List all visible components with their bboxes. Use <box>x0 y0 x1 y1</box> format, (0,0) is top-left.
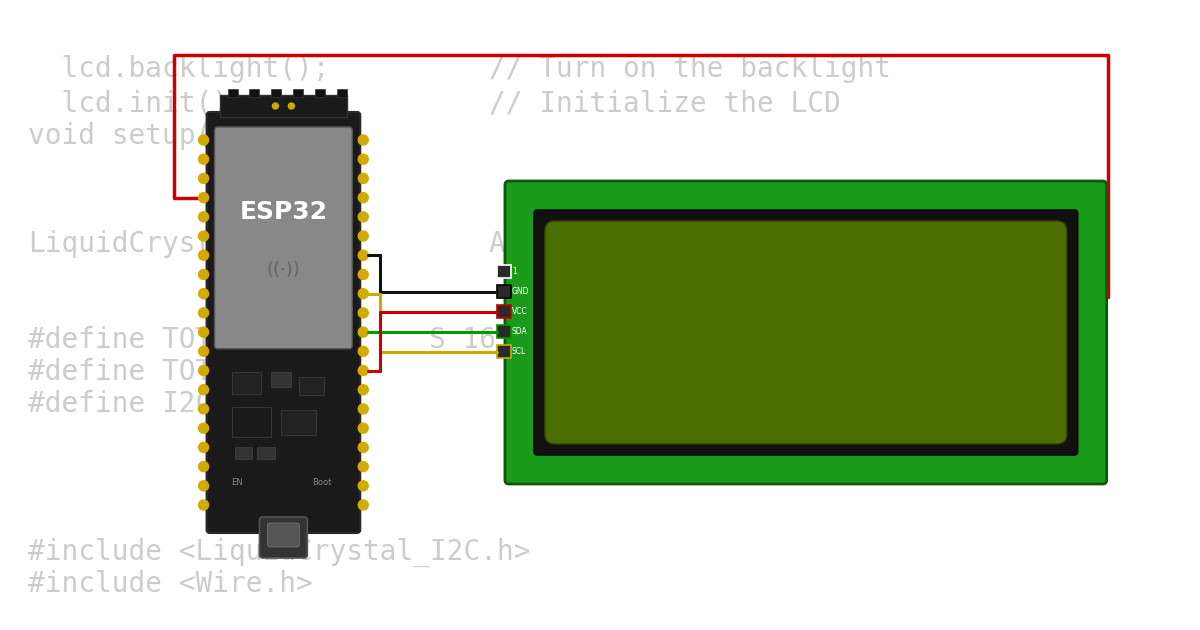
Text: EN: EN <box>232 478 244 487</box>
Circle shape <box>359 308 368 318</box>
FancyBboxPatch shape <box>534 210 1078 455</box>
Circle shape <box>198 462 209 472</box>
Bar <box>497 305 511 318</box>
Circle shape <box>359 173 368 183</box>
Text: // Turn on the backlight: // Turn on the backlight <box>488 55 890 83</box>
Circle shape <box>198 308 209 318</box>
Text: LiquidCrystal_I2: LiquidCrystal_I2 <box>28 230 296 259</box>
Circle shape <box>198 135 209 145</box>
Bar <box>232 372 262 394</box>
Text: // Initialize the LCD: // Initialize the LCD <box>488 90 841 118</box>
Text: lcd.backlight();: lcd.backlight(); <box>28 55 330 83</box>
FancyBboxPatch shape <box>505 181 1106 484</box>
Bar <box>250 89 259 97</box>
Text: S 16: S 16 <box>430 326 496 354</box>
Text: ADDR, TOTAL_COLUMNS, TOTAL_ROWS);: ADDR, TOTAL_COLUMNS, TOTAL_ROWS); <box>488 230 1042 259</box>
Circle shape <box>359 270 368 280</box>
Text: #define TOTAL_: #define TOTAL_ <box>28 326 263 355</box>
Bar <box>271 89 282 97</box>
Circle shape <box>198 212 209 222</box>
Circle shape <box>359 500 368 510</box>
Text: SDA: SDA <box>512 328 528 336</box>
Bar <box>271 372 292 387</box>
Circle shape <box>288 103 294 109</box>
Circle shape <box>198 173 209 183</box>
Circle shape <box>359 481 368 491</box>
Bar <box>234 447 252 459</box>
Bar <box>282 410 317 435</box>
FancyBboxPatch shape <box>259 517 307 558</box>
Text: GND: GND <box>512 287 529 297</box>
FancyBboxPatch shape <box>215 127 353 349</box>
Circle shape <box>359 423 368 433</box>
Bar <box>220 95 347 117</box>
Circle shape <box>198 442 209 452</box>
Text: 1: 1 <box>512 268 517 277</box>
Text: #include <Wire.h>: #include <Wire.h> <box>28 570 313 598</box>
Circle shape <box>359 135 368 145</box>
Text: ((·)): ((·)) <box>266 261 300 279</box>
Bar <box>316 89 325 97</box>
Circle shape <box>198 289 209 299</box>
Circle shape <box>198 481 209 491</box>
Circle shape <box>198 365 209 375</box>
Circle shape <box>198 154 209 164</box>
Circle shape <box>198 385 209 395</box>
Circle shape <box>359 346 368 357</box>
Circle shape <box>272 103 278 109</box>
Text: SCL: SCL <box>512 348 526 357</box>
Circle shape <box>359 442 368 452</box>
Text: VCC: VCC <box>512 307 528 316</box>
Circle shape <box>359 327 368 337</box>
Circle shape <box>198 231 209 241</box>
Bar <box>337 89 347 97</box>
Bar <box>497 345 511 358</box>
Circle shape <box>359 231 368 241</box>
Text: ESP32: ESP32 <box>240 200 328 224</box>
FancyBboxPatch shape <box>268 523 299 547</box>
Bar <box>497 265 511 278</box>
Bar <box>497 285 511 298</box>
Circle shape <box>198 250 209 260</box>
Circle shape <box>198 327 209 337</box>
Circle shape <box>359 404 368 414</box>
Text: #define I2C_AD: #define I2C_AD <box>28 390 263 419</box>
Circle shape <box>198 346 209 357</box>
Circle shape <box>359 212 368 222</box>
Bar <box>299 377 324 395</box>
FancyBboxPatch shape <box>545 221 1067 444</box>
Circle shape <box>359 462 368 472</box>
Bar <box>232 408 271 437</box>
FancyBboxPatch shape <box>206 112 360 533</box>
Circle shape <box>359 385 368 395</box>
Bar <box>258 447 276 459</box>
Text: #define TOTAL_: #define TOTAL_ <box>28 358 263 387</box>
Circle shape <box>198 404 209 414</box>
Circle shape <box>198 270 209 280</box>
Text: Boot: Boot <box>312 478 331 487</box>
Circle shape <box>359 289 368 299</box>
Circle shape <box>359 193 368 203</box>
Circle shape <box>359 154 368 164</box>
Circle shape <box>359 250 368 260</box>
Circle shape <box>198 500 209 510</box>
Bar <box>293 89 304 97</box>
Circle shape <box>198 423 209 433</box>
Text: lcd.init();: lcd.init(); <box>28 90 246 118</box>
Circle shape <box>198 193 209 203</box>
Text: void setup() {: void setup() { <box>28 122 263 150</box>
Bar <box>228 89 238 97</box>
Circle shape <box>359 365 368 375</box>
Bar <box>497 325 511 338</box>
Text: #include <LiquidCrystal_I2C.h>: #include <LiquidCrystal_I2C.h> <box>28 538 530 567</box>
